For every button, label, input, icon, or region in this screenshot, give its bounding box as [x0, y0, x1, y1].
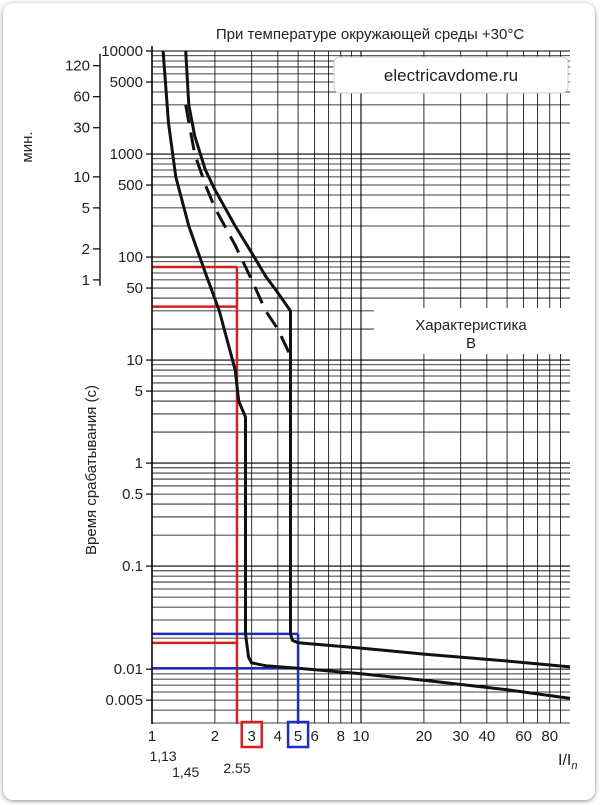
x-tick-label: 8 [337, 728, 345, 745]
x-tick-highlight-box [286, 720, 310, 749]
y-tick-label: 1000 [110, 146, 143, 163]
y-tick-label: 100 [118, 249, 143, 266]
x-tick-label: 4 [274, 728, 282, 745]
x-tick-label: 3 [248, 728, 256, 745]
y-tick-label: 5 [135, 383, 143, 400]
x-tick-label: 60 [515, 728, 532, 745]
x-tick-label: 5 [294, 728, 302, 745]
x-tick-label: 20 [416, 728, 433, 745]
x-extra-label: 2.55 [223, 760, 250, 776]
minutes-tick-label: 1 [82, 272, 90, 289]
x-tick-label: 1 [148, 728, 156, 745]
y-axis-label: Время срабатывания (с) [83, 385, 100, 555]
y-tick-label: 0.5 [122, 486, 143, 503]
x-tick-label: 2 [211, 728, 219, 745]
y-tick-label: 5000 [110, 74, 143, 91]
x-tick-label: 6 [310, 728, 318, 745]
x-tick-label: 10 [353, 728, 370, 745]
minutes-tick-label: 120 [65, 58, 90, 75]
x-axis-label: I/In [558, 752, 577, 772]
x-axis-label-text: I/In [558, 752, 577, 772]
x-tick-highlight-box [240, 720, 263, 749]
minutes-tick-label: 10 [73, 169, 90, 186]
x-tick-label: 30 [452, 728, 469, 745]
minutes-tick-label: 5 [82, 200, 90, 217]
y-tick-label: 500 [118, 177, 143, 194]
y-tick-label: 0.1 [122, 558, 143, 575]
x-extra-label: 1,45 [172, 764, 199, 780]
chart-title: При температуре окружающей среды +30°C [216, 26, 525, 43]
minutes-tick-label: 60 [73, 89, 90, 106]
y-tick-label: 1 [135, 455, 143, 472]
x-tick-label: 40 [478, 728, 495, 745]
curve-upper-bound-30C [184, 104, 292, 357]
characteristic-label-line2: B [466, 335, 476, 352]
watermark-text: electricavdome.ru [384, 66, 518, 85]
watermark-box [333, 56, 569, 94]
y-tick-label: 0.005 [105, 692, 143, 709]
curve-lower-bound [161, 50, 571, 700]
minutes-axis-label: мин. [19, 131, 36, 162]
annotation-box [374, 308, 570, 354]
characteristic-label-line1: Характеристика [415, 317, 527, 334]
curve-upper-bound [184, 50, 571, 669]
minutes-tick-label: 2 [82, 241, 90, 258]
y-tick-label: 0.01 [114, 661, 143, 678]
y-tick-label: 50 [126, 280, 143, 297]
x-tick-label: 80 [541, 728, 558, 745]
y-tick-label: 10000 [101, 43, 143, 60]
minutes-tick-label: 30 [73, 120, 90, 137]
x-extra-label: 1,13 [149, 748, 176, 764]
y-tick-label: 10 [126, 352, 143, 369]
